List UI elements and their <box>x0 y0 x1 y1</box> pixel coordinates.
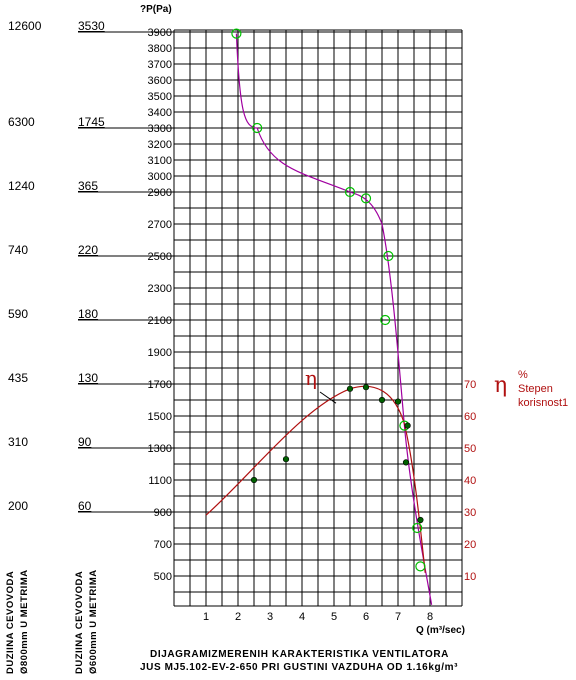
eta-legend-stepen: Stepen <box>518 383 553 395</box>
efficiency-curve <box>205 385 426 573</box>
x-axis-title: Q (m³/sec) <box>416 625 465 636</box>
efficiency-point <box>404 422 411 429</box>
eta-tick-label: 40 <box>464 475 476 487</box>
pipe-length-600: 220 <box>78 243 98 257</box>
y-tick-label: 3600 <box>148 75 172 87</box>
caption-line-1: DIJAGRAMIZMERENIH KARAKTERISTIKA VENTILA… <box>150 649 449 660</box>
pipe-length-800: 590 <box>8 307 28 321</box>
pipe-length-800: 6300 <box>8 115 35 129</box>
x-tick-label: 5 <box>331 611 337 623</box>
efficiency-point <box>282 456 290 463</box>
y-tick-label: 700 <box>154 539 172 551</box>
efficiency-point <box>250 476 258 484</box>
y-tick-label: 2900 <box>148 187 172 199</box>
pipe-length-600: 365 <box>78 179 98 193</box>
pressure-point <box>231 28 242 39</box>
x-tick-label: 7 <box>395 611 401 623</box>
pressure-point <box>383 250 394 262</box>
eta-curve-label: η <box>305 366 317 390</box>
eta-tick-label: 20 <box>464 539 476 551</box>
y-tick-label: 3000 <box>148 171 172 183</box>
y-tick-label: 3800 <box>148 43 172 55</box>
pressure-point <box>412 522 423 534</box>
pressure-point <box>360 193 372 204</box>
y-tick-label: 3300 <box>148 123 172 135</box>
eta-tick-label: 30 <box>464 507 476 519</box>
pressure-point <box>415 561 426 572</box>
pressure-point <box>380 314 391 326</box>
vertical-label-600-line2: Ø600mm U METRIMA <box>88 569 99 674</box>
y-tick-label: 1900 <box>148 347 172 359</box>
y-tick-label: 1100 <box>148 475 172 487</box>
pipe-length-600: 3530 <box>78 19 105 33</box>
eta-tick-label: 70 <box>464 379 476 391</box>
y-tick-label: 1300 <box>148 443 172 455</box>
y-tick-label: 3500 <box>148 91 172 103</box>
caption-line-2: JUS MJ5.102-EV-2-650 PRI GUSTINI VAZDUHA… <box>140 662 458 673</box>
eta-leader-line <box>319 391 337 404</box>
x-tick-labels: 1 2 3 4 5 6 7 8 <box>203 611 433 623</box>
eta-tick-label: 10 <box>464 571 476 583</box>
eta-tick-label: 50 <box>464 443 476 455</box>
markers <box>231 28 426 572</box>
pipe-length-800: 310 <box>8 435 28 449</box>
x-tick-label: 8 <box>427 611 433 623</box>
y-tick-label: 3700 <box>148 59 172 71</box>
y-tick-label: 2700 <box>148 219 172 231</box>
curves <box>205 33 433 605</box>
vertical-label-800-line1: DUZIINA CEVOVODA <box>5 571 16 674</box>
y-tick-label: 3400 <box>148 107 172 119</box>
efficiency-point <box>362 384 370 391</box>
y-tick-label: 3900 <box>148 27 172 39</box>
pipe-length-600: 90 <box>78 435 92 449</box>
y-tick-label: 3200 <box>148 139 172 151</box>
y-tick-label: 2300 <box>148 283 172 295</box>
pipe-length-600: 180 <box>78 307 98 321</box>
pipe-length-600: 130 <box>78 371 98 385</box>
efficiency-point <box>394 398 402 405</box>
y-tick-label: 900 <box>154 507 172 519</box>
pipe-length-800: 1240 <box>8 179 35 193</box>
x-tick-label: 4 <box>299 611 305 623</box>
eta-symbol-legend: η <box>494 373 507 398</box>
x-tick-label: 6 <box>363 611 369 623</box>
eta-legend-korisnost: korisnost1 <box>518 397 568 409</box>
x-tick-label: 2 <box>235 611 241 623</box>
vertical-label-600-line1: DUZIINA CEVOVODA <box>74 571 85 674</box>
pipe-length-800: 12600 <box>8 19 42 33</box>
pipe-length-rows: 12600 3530 6300 1745 1240 365 740 220 590 180 435 1… <box>8 19 174 513</box>
chart-grid <box>173 29 463 607</box>
efficiency-point <box>378 396 386 404</box>
x-tick-label: 3 <box>267 611 273 623</box>
pressure-point <box>344 186 356 198</box>
efficiency-point <box>417 516 424 524</box>
y-axis-title: ?P(Pa) <box>140 4 172 15</box>
eta-legend-percent: % <box>518 369 528 381</box>
y-tick-label: 2100 <box>148 315 172 327</box>
x-tick-label: 1 <box>203 611 209 623</box>
pressure-curve <box>235 33 433 605</box>
pressure-point <box>252 122 263 134</box>
pipe-length-800: 200 <box>8 499 28 513</box>
efficiency-point <box>402 459 410 466</box>
pipe-length-600: 60 <box>78 499 92 513</box>
y-tick-label: 1700 <box>148 379 172 391</box>
eta-tick-labels: 70 60 50 40 30 20 10 <box>464 379 476 583</box>
y-tick-label: 1500 <box>148 411 172 423</box>
pipe-length-800: 435 <box>8 371 28 385</box>
y-tick-label: 500 <box>154 571 172 583</box>
y-tick-label: 3100 <box>148 155 172 167</box>
y-tick-label: 2500 <box>148 251 172 263</box>
y-tick-labels: 3900 3800 3700 3600 3500 3400 3300 3200 3100 3000… <box>148 27 172 583</box>
efficiency-point <box>346 385 354 392</box>
pipe-length-600: 1745 <box>78 115 105 129</box>
pipe-length-800: 740 <box>8 243 28 257</box>
vertical-label-800-line2: Ø800mm U METRIMA <box>19 569 30 674</box>
eta-tick-label: 60 <box>464 411 476 423</box>
